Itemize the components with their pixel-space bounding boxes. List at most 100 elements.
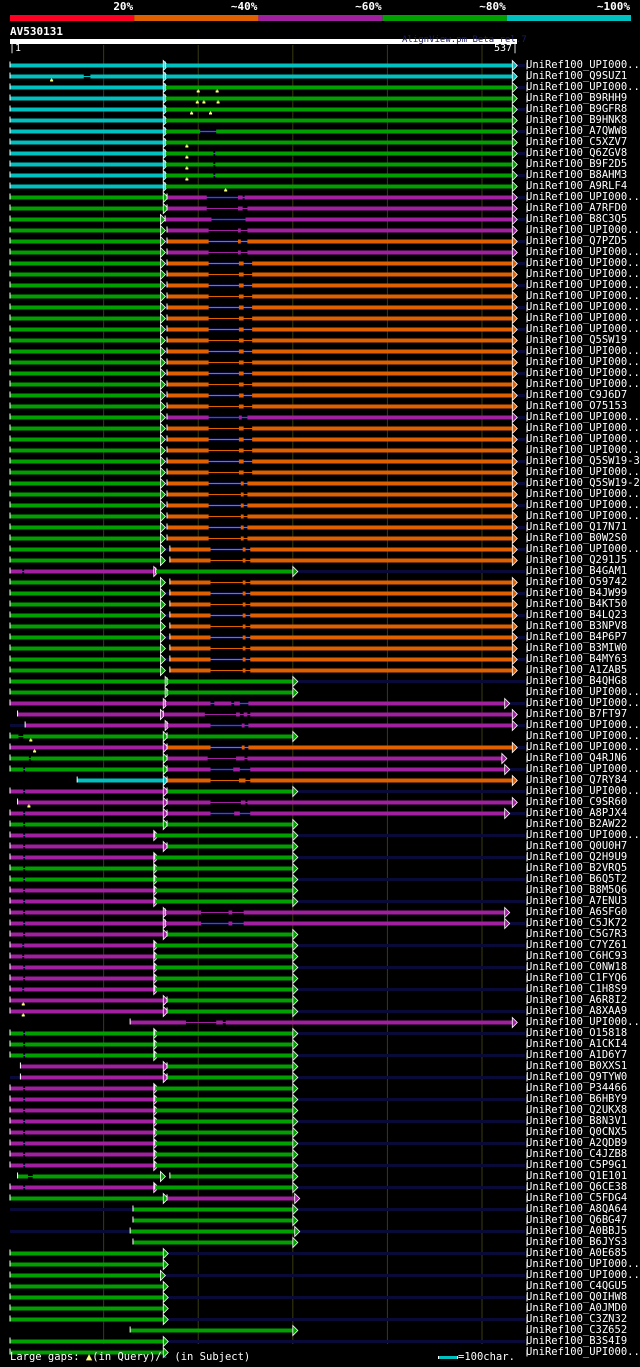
hit-label[interactable]: UniRef100_Q17N71 [526,520,628,533]
hit-label[interactable]: UniRef100_UPI000.. [526,223,640,236]
hit-label[interactable]: UniRef100_A8PJX4 [526,806,628,819]
hit-label[interactable]: UniRef100_C5P9G1 [526,1158,628,1171]
hit-label[interactable]: UniRef100_UPI000.. [526,377,640,390]
hit-label[interactable]: UniRef100_A7RFD0 [526,201,628,214]
hit-label[interactable]: UniRef100_UPI000.. [526,718,640,731]
hit-label[interactable]: UniRef100_B8M5Q6 [526,883,628,896]
hit-label[interactable]: UniRef100_Q6CE38 [526,1180,628,1193]
hit-label[interactable]: UniRef100_O59742 [526,575,628,588]
hit-label[interactable]: UniRef100_UPI000.. [526,355,640,368]
hit-label[interactable]: UniRef100_C5JK72 [526,916,628,929]
hit-label[interactable]: UniRef100_UPI000.. [526,289,640,302]
hit-label[interactable]: UniRef100_C0NW18 [526,960,628,973]
hit-label[interactable]: UniRef100_A9RLF4 [526,179,628,192]
hit-label[interactable]: UniRef100_UPI000.. [526,278,640,291]
hit-label[interactable]: UniRef100_B9F2D5 [526,157,628,170]
hit-label[interactable]: UniRef100_B4QHG8 [526,674,628,687]
hit-label[interactable]: UniRef100_B0W2S0 [526,531,628,544]
hit-label[interactable]: UniRef100_C4QGU5 [526,1279,628,1292]
hit-label[interactable]: UniRef100_UPI000.. [526,443,640,456]
hit-label[interactable]: UniRef100_UPI000.. [526,421,640,434]
hit-label[interactable]: UniRef100_B3MIW0 [526,641,628,654]
hit-label[interactable]: UniRef100_O75153 [526,399,628,412]
hit-label[interactable]: UniRef100_B9GFR8 [526,102,628,115]
hit-label[interactable]: UniRef100_UPI000.. [526,311,640,324]
hit-label[interactable]: UniRef100_Q9TYW0 [526,1070,628,1083]
hit-label[interactable]: UniRef100_UPI000.. [526,432,640,445]
hit-label[interactable]: UniRef100_UPI000.. [526,762,640,775]
hit-label[interactable]: UniRef100_UPI000.. [526,487,640,500]
hit-label[interactable]: UniRef100_B3NPV8 [526,619,628,632]
hit-label[interactable]: UniRef100_B6HBY9 [526,1092,628,1105]
hit-label[interactable]: UniRef100_UPI000.. [526,300,640,313]
hit-label[interactable]: UniRef100_C5FDG4 [526,1191,628,1204]
hit-label[interactable]: UniRef100_B4MY63 [526,652,628,665]
hit-label[interactable]: UniRef100_C6HC93 [526,949,628,962]
hit-label[interactable]: UniRef100_UPI000.. [526,58,640,71]
hit-label[interactable]: UniRef100_Q291J5 [526,553,628,566]
hit-label[interactable]: UniRef100_B2AW22 [526,817,628,830]
hit-label[interactable]: UniRef100_A7ENU3 [526,894,628,907]
hit-label[interactable]: UniRef100_P34466 [526,1081,628,1094]
hit-label[interactable]: UniRef100_C4JZB8 [526,1147,628,1160]
hit-label[interactable]: UniRef100_B8AHM3 [526,168,628,181]
hit-label[interactable]: UniRef100_UPI000.. [526,366,640,379]
hit-label[interactable]: UniRef100_UPI000.. [526,696,640,709]
hit-label[interactable]: UniRef100_B0XXS1 [526,1059,628,1072]
hit-label[interactable]: UniRef100_C1FYQ6 [526,971,628,984]
hit-label[interactable]: UniRef100_C7YZ61 [526,938,628,951]
hit-label[interactable]: UniRef100_UPI000.. [526,784,640,797]
hit-label[interactable]: UniRef100_C5G7R3 [526,927,628,940]
hit-label[interactable]: UniRef100_UPI000.. [526,685,640,698]
hit-label[interactable]: UniRef100_C1H8S9 [526,982,628,995]
hit-label[interactable]: UniRef100_B8N3V1 [526,1114,628,1127]
hit-label[interactable]: UniRef100_UPI000.. [526,1345,640,1358]
hit-label[interactable]: UniRef100_A2QDB9 [526,1136,628,1149]
hit-label[interactable]: UniRef100_UPI000.. [526,410,640,423]
hit-label[interactable]: UniRef100_UPI000.. [526,80,640,93]
hit-label[interactable]: UniRef100_B6Q5T2 [526,872,628,885]
hit-label[interactable]: UniRef100_A0JMD0 [526,1301,628,1314]
hit-label[interactable]: UniRef100_A8QA64 [526,1202,628,1215]
hit-label[interactable]: UniRef100_B3S4I9 [526,1334,628,1347]
hit-label[interactable]: UniRef100_Q0U0H7 [526,839,628,852]
hit-label[interactable]: UniRef100_UPI000.. [526,344,640,357]
hit-label[interactable]: UniRef100_B4P6P7 [526,630,628,643]
hit-label[interactable]: UniRef100_UPI000.. [526,542,640,555]
hit-label[interactable]: UniRef100_A6SFG0 [526,905,628,918]
hit-label[interactable]: UniRef100_A0E685 [526,1246,628,1259]
hit-label[interactable]: UniRef100_B4JW99 [526,586,628,599]
hit-label[interactable]: UniRef100_Q6ZGV8 [526,146,628,159]
hit-label[interactable]: UniRef100_O15818 [526,1026,628,1039]
hit-label[interactable]: UniRef100_B9RHH9 [526,91,628,104]
hit-label[interactable]: UniRef100_Q1E101 [526,1169,628,1182]
hit-label[interactable]: UniRef100_Q0IHW8 [526,1290,628,1303]
hit-label[interactable]: UniRef100_B4GAM1 [526,564,628,577]
hit-label[interactable]: UniRef100_B9HNK8 [526,113,628,126]
hit-label[interactable]: UniRef100_UPI000.. [526,509,640,522]
hit-label[interactable]: UniRef100_C3Z652 [526,1323,628,1336]
hit-label[interactable]: UniRef100_UPI000.. [526,245,640,258]
hit-label[interactable]: UniRef100_A1CKI4 [526,1037,628,1050]
hit-label[interactable]: UniRef100_UPI000.. [526,190,640,203]
hit-label[interactable]: UniRef100_C9SR60 [526,795,628,808]
hit-label[interactable]: UniRef100_Q5SW19-3 [526,454,640,467]
hit-label[interactable]: UniRef100_Q6BG47 [526,1213,628,1226]
hit-label[interactable]: UniRef100_B7FT97 [526,707,628,720]
hit-label[interactable]: UniRef100_A1ZAB5 [526,663,628,676]
hit-label[interactable]: UniRef100_Q5SW19-2 [526,476,640,489]
hit-label[interactable]: UniRef100_UPI000.. [526,828,640,841]
hit-label[interactable]: UniRef100_A6R8I2 [526,993,628,1006]
hit-label[interactable]: UniRef100_C5XZV7 [526,135,628,148]
hit-label[interactable]: UniRef100_A0BBJ5 [526,1224,628,1237]
hit-label[interactable]: UniRef100_Q2UKX8 [526,1103,628,1116]
hit-label[interactable]: UniRef100_UPI000.. [526,1015,640,1028]
hit-label[interactable]: UniRef100_Q7PZD5 [526,234,628,247]
hit-label[interactable]: UniRef100_Q2H9U9 [526,850,628,863]
hit-label[interactable]: UniRef100_Q7RY84 [526,773,628,786]
hit-label[interactable]: UniRef100_UPI000.. [526,729,640,742]
hit-label[interactable]: UniRef100_Q0CNX5 [526,1125,628,1138]
hit-label[interactable]: UniRef100_B8C3Q5 [526,212,628,225]
hit-label[interactable]: UniRef100_UPI000.. [526,465,640,478]
hit-label[interactable]: UniRef100_UPI000.. [526,1257,640,1270]
